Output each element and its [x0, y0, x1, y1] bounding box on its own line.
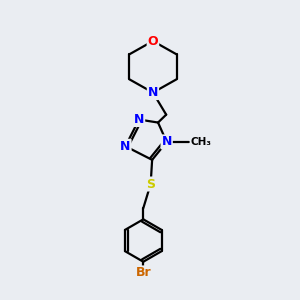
- Text: CH₃: CH₃: [190, 137, 211, 147]
- Text: O: O: [148, 34, 158, 48]
- Text: N: N: [161, 135, 172, 148]
- Text: N: N: [120, 140, 130, 153]
- Text: N: N: [134, 113, 144, 126]
- Text: S: S: [146, 178, 155, 190]
- Text: Br: Br: [136, 266, 151, 279]
- Text: N: N: [148, 86, 158, 99]
